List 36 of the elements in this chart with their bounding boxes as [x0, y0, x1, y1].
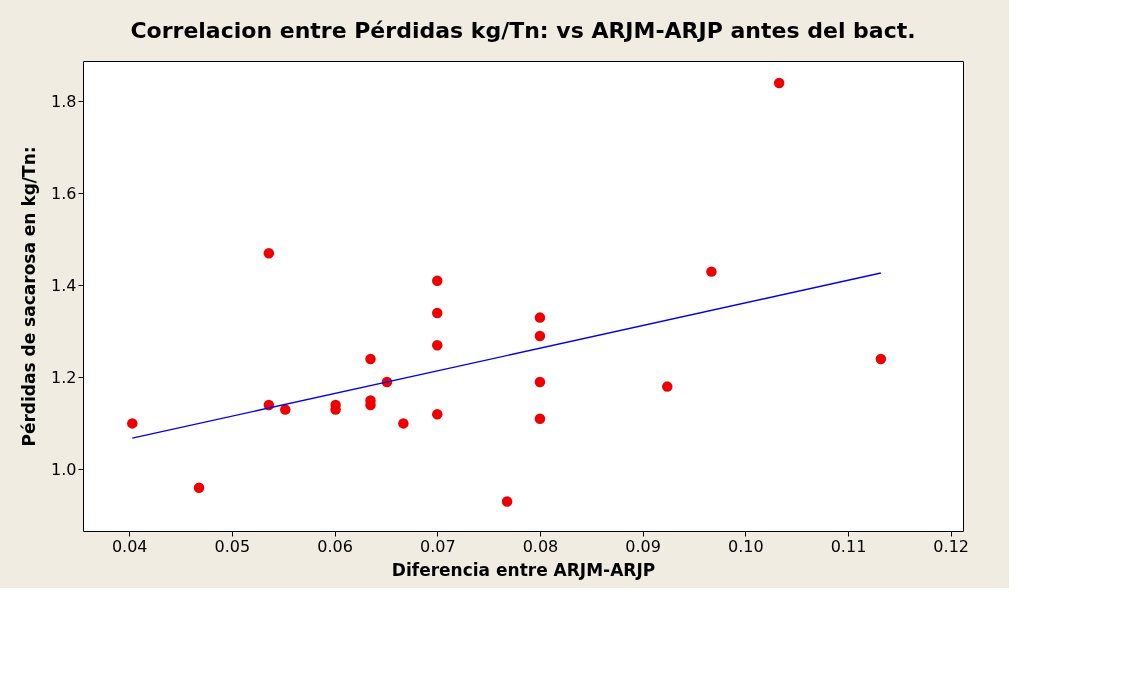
- point: [875, 353, 887, 365]
- y-tick-label: 1.4: [51, 275, 77, 295]
- point: [432, 408, 443, 420]
- point: [662, 381, 673, 392]
- point: [398, 418, 409, 429]
- chart-title: Correlacion entre Pérdidas kg/Tn: vs ARJM-ARJP antes del bact.: [130, 18, 916, 43]
- x-tick-label: 0.10: [728, 536, 764, 556]
- point: [193, 482, 205, 493]
- point: [432, 275, 443, 287]
- point: [501, 496, 513, 507]
- x-tick-label: 0.04: [111, 536, 148, 556]
- x-tick-label: 0.07: [419, 536, 456, 556]
- point: [534, 413, 546, 425]
- point: [534, 330, 546, 342]
- point: [280, 404, 291, 415]
- y-tick-label: 1.0: [51, 459, 77, 479]
- x-tick-label: 0.05: [214, 536, 251, 556]
- point: [706, 266, 717, 277]
- point: [432, 307, 443, 319]
- x-axis-title: Diferencia entre ARJM-ARJP: [391, 559, 656, 580]
- point: [432, 339, 443, 351]
- point: [773, 77, 785, 89]
- x-tick-label: 0.09: [625, 536, 661, 556]
- point: [534, 312, 546, 323]
- x-tick-label: 0.11: [830, 536, 867, 556]
- y-tick-label: 1.6: [51, 183, 77, 203]
- y-axis-title: Pérdidas de sacarosa en kg/Tn:: [19, 146, 40, 447]
- point: [127, 418, 138, 429]
- y-tick-label: 1.2: [51, 367, 77, 387]
- point: [263, 248, 275, 259]
- y-tick-label: 1.8: [51, 91, 77, 111]
- x-tick-label: 0.08: [522, 536, 559, 556]
- point: [534, 376, 546, 388]
- point: [365, 353, 376, 365]
- x-tick-label: 0.12: [933, 536, 969, 556]
- x-tick-label: 0.06: [317, 536, 353, 556]
